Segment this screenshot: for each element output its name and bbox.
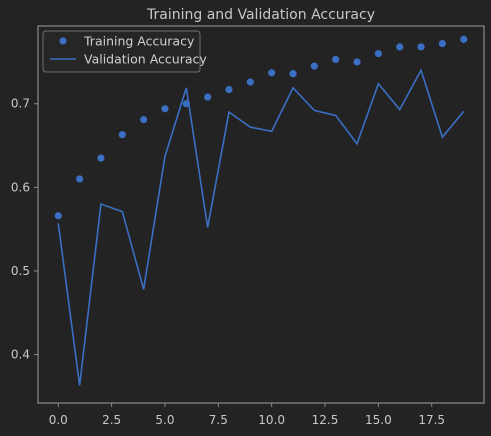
- x-tick-label: 12.5: [312, 413, 339, 427]
- validation-accuracy-line: [57, 68, 465, 386]
- plot-area-frame: [37, 25, 485, 404]
- x-tick-label: 2.5: [102, 413, 121, 427]
- training-accuracy-point: [140, 116, 148, 124]
- y-tick-label: 0.6: [11, 180, 30, 194]
- series-layer: [54, 35, 468, 386]
- training-accuracy-point: [97, 154, 105, 162]
- y-tick-label: 0.5: [11, 264, 30, 278]
- training-accuracy-point: [289, 70, 297, 78]
- training-accuracy-point: [353, 58, 361, 66]
- y-tick-label: 0.7: [11, 97, 30, 111]
- legend: Training Accuracy Validation Accuracy: [42, 30, 207, 73]
- training-accuracy-point: [118, 131, 126, 139]
- x-tick-label: 5.0: [155, 413, 174, 427]
- legend-label-training: Training Accuracy: [83, 34, 195, 49]
- legend-box: [42, 30, 201, 73]
- training-accuracy-point: [268, 69, 276, 77]
- x-tick-label: 10.0: [258, 413, 285, 427]
- training-accuracy-point: [310, 62, 318, 70]
- training-accuracy-point: [417, 43, 425, 51]
- chart-title: Training and Validation Accuracy: [146, 7, 375, 23]
- x-tick-label: 15.0: [365, 413, 392, 427]
- training-accuracy-point: [438, 39, 446, 48]
- training-accuracy-point: [204, 93, 212, 101]
- x-tick-label: 17.5: [418, 413, 445, 427]
- training-accuracy-point: [396, 43, 404, 51]
- training-accuracy-point: [460, 35, 468, 43]
- training-accuracy-point: [246, 78, 254, 86]
- training-accuracy-point: [374, 49, 382, 58]
- x-axis: 0.0 2.5 5.0 7.5 10.0 12.5 15.0 17.5: [49, 403, 445, 427]
- y-tick-label: 0.4: [11, 348, 30, 362]
- training-accuracy-point: [161, 105, 169, 113]
- y-axis: 0.4 0.5 0.6 0.7: [11, 97, 38, 362]
- training-accuracy-point: [54, 212, 62, 220]
- legend-marker-training: [59, 37, 67, 45]
- x-tick-label: 7.5: [209, 413, 228, 427]
- training-accuracy-point: [225, 85, 233, 94]
- x-tick-label: 0.0: [49, 413, 68, 427]
- training-accuracy-point: [76, 175, 84, 183]
- legend-label-validation: Validation Accuracy: [84, 52, 207, 67]
- training-accuracy-point: [332, 55, 340, 64]
- training-accuracy-point: [182, 100, 190, 108]
